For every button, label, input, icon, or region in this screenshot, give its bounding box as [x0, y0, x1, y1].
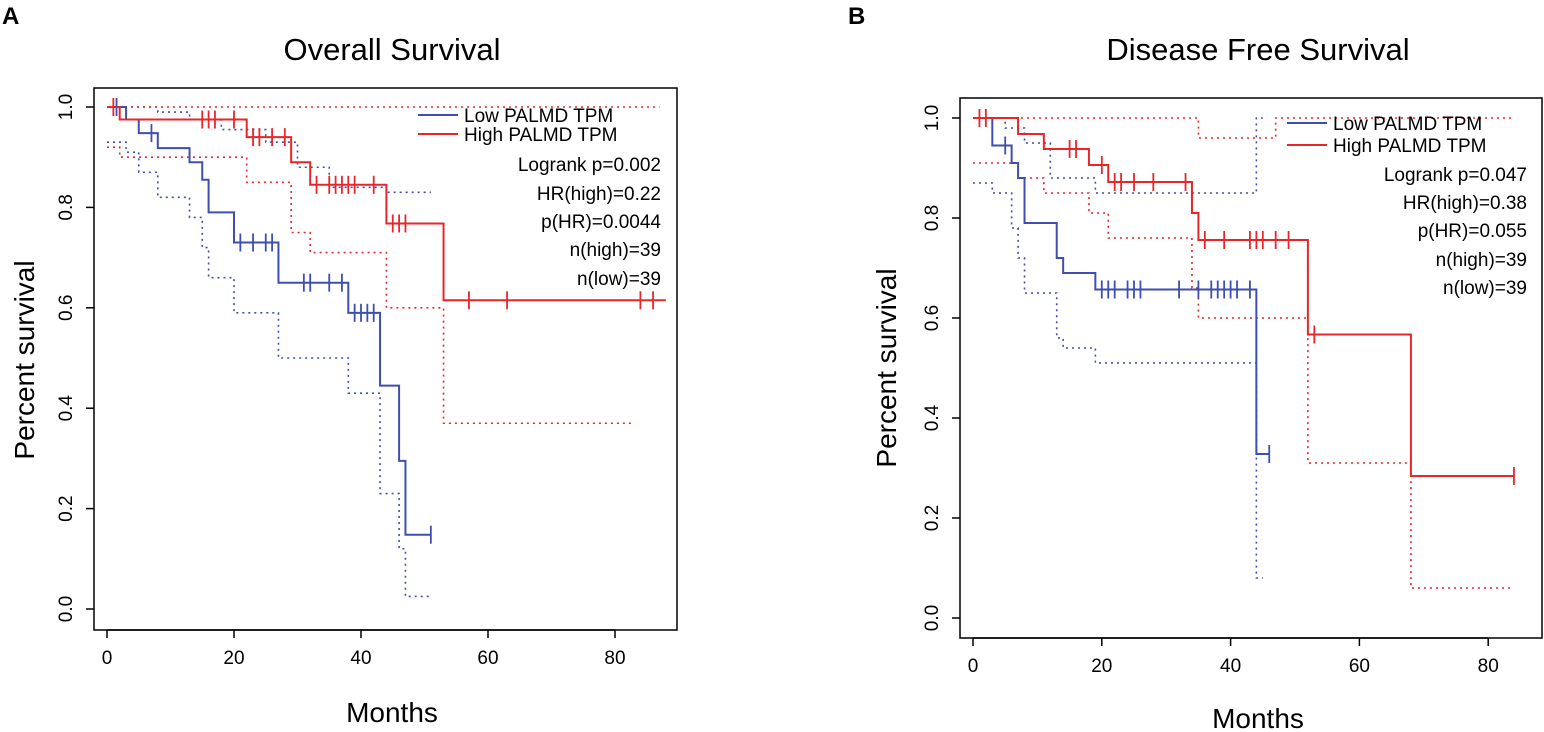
- panel-b-x-tick-label: 20: [1091, 656, 1112, 677]
- panel-a-y-axis: 0.0 0.2 0.4 0.6 0.8 1.0: [56, 94, 94, 622]
- panel-b-y-tick-label: 0.4: [922, 404, 943, 431]
- panel-b-y-tick-label: 0.8: [922, 205, 943, 231]
- panel-b: B Disease Free Survival 0 20 40 60 80 0.0 0.2…: [848, 3, 1543, 732]
- panel-b-x-tick-label: 0: [968, 656, 979, 677]
- panel-a-y-tick-label: 0.0: [56, 596, 77, 622]
- panel-b-high-ci-upper-line: [973, 117, 1514, 139]
- panel-a-survival-curves: [107, 106, 666, 536]
- panel-b-n-low: n(low)=39: [1443, 278, 1527, 299]
- panel-a-low-ci-lower-line: [107, 141, 431, 598]
- panel-a-x-tick-label: 60: [477, 648, 498, 669]
- panel-b-high-survival-line: [973, 117, 1514, 477]
- panel-b-x-tick-label: 60: [1349, 656, 1370, 677]
- panel-b-x-tick-label: 80: [1478, 656, 1499, 677]
- panel-a-y-label: Percent survival: [9, 260, 40, 459]
- panel-b-high-ci-lower-line: [973, 162, 1514, 589]
- panel-a-low-survival-line: [107, 106, 431, 536]
- panel-a-x-tick-label: 80: [604, 648, 625, 669]
- panel-a-y-tick-label: 0.2: [56, 495, 77, 521]
- panel-a-x-tick-label: 20: [223, 648, 244, 669]
- panel-a-letter: A: [2, 3, 19, 30]
- panel-b-legend-high: High PALMD TPM: [1333, 136, 1486, 157]
- panel-a-y-tick-label: 1.0: [56, 94, 77, 120]
- panel-b-y-tick-label: 0.6: [922, 305, 943, 331]
- panel-a-y-tick-label: 0.6: [56, 295, 77, 321]
- panel-a-x-tick-label: 0: [102, 648, 113, 669]
- panel-a-x-axis: 0 20 40 60 80: [102, 629, 626, 669]
- panel-b-confidence-bands: [973, 117, 1514, 589]
- panel-a-n-low: n(low)=39: [577, 269, 661, 290]
- panel-a-hr: HR(high)=0.22: [537, 184, 661, 205]
- panel-a-x-tick-label: 40: [350, 648, 371, 669]
- panel-b-y-tick-label: 1.0: [922, 105, 943, 131]
- panel-a-title: Overall Survival: [283, 32, 500, 67]
- panel-b-survival-curves: [973, 117, 1514, 477]
- panel-b-y-label: Percent survival: [871, 268, 902, 467]
- panel-a-logrank: Logrank p=0.002: [518, 155, 661, 176]
- panel-a-high-survival-line: [107, 106, 666, 302]
- panel-b-y-tick-label: 0.0: [922, 605, 943, 631]
- panel-a-high-ci-lower-line: [107, 146, 635, 425]
- panel-b-y-axis: 0.0 0.2 0.4 0.6 0.8 1.0: [922, 105, 960, 631]
- panel-a-p-hr: p(HR)=0.0044: [541, 212, 661, 233]
- panel-b-logrank: Logrank p=0.047: [1384, 165, 1527, 186]
- panel-a-n-high: n(high)=39: [570, 240, 661, 261]
- panel-b-low-survival-line: [973, 117, 1270, 455]
- panel-b-y-tick-label: 0.2: [922, 505, 943, 531]
- panel-b-stats: Logrank p=0.047 HR(high)=0.38 p(HR)=0.05…: [1384, 165, 1527, 299]
- panel-a-censor-marks: [112, 98, 654, 544]
- panel-b-n-high: n(high)=39: [1436, 250, 1527, 271]
- panel-b-legend: Low PALMD TPM High PALMD TPM: [1287, 114, 1486, 157]
- panel-b-legend-low: Low PALMD TPM: [1333, 114, 1482, 135]
- panel-b-title: Disease Free Survival: [1106, 32, 1409, 67]
- panel-a-confidence-bands: [107, 106, 660, 598]
- panel-b-x-axis: 0 20 40 60 80: [968, 637, 1499, 677]
- panel-a: A Overall Survival 0 20 40 60 80 0.00.20.40.…: [2, 3, 678, 728]
- panel-a-y-tick-label: 0.8: [56, 194, 77, 220]
- panel-a-stats: Logrank p=0.002 HR(high)=0.22 p(HR)=0.00…: [518, 155, 662, 290]
- panel-a-legend-low: Low PALMD TPM: [464, 106, 613, 127]
- panel-b-censor-marks: [978, 109, 1515, 485]
- panel-b-letter: B: [848, 3, 865, 30]
- panel-a-legend-high: High PALMD TPM: [464, 125, 617, 146]
- panel-b-low-ci-lower-line: [973, 182, 1263, 579]
- panel-b-hr: HR(high)=0.38: [1403, 193, 1527, 214]
- panel-a-low-ci-upper-line: [107, 106, 431, 194]
- panel-b-x-tick-label: 40: [1220, 656, 1241, 677]
- panel-b-x-label: Months: [1212, 703, 1304, 732]
- panel-b-p-hr: p(HR)=0.055: [1418, 221, 1527, 242]
- panel-a-x-label: Months: [346, 697, 438, 728]
- panel-a-legend: Low PALMD TPM High PALMD TPM: [418, 106, 617, 146]
- panel-a-y-tick-label: 0.4: [56, 395, 77, 422]
